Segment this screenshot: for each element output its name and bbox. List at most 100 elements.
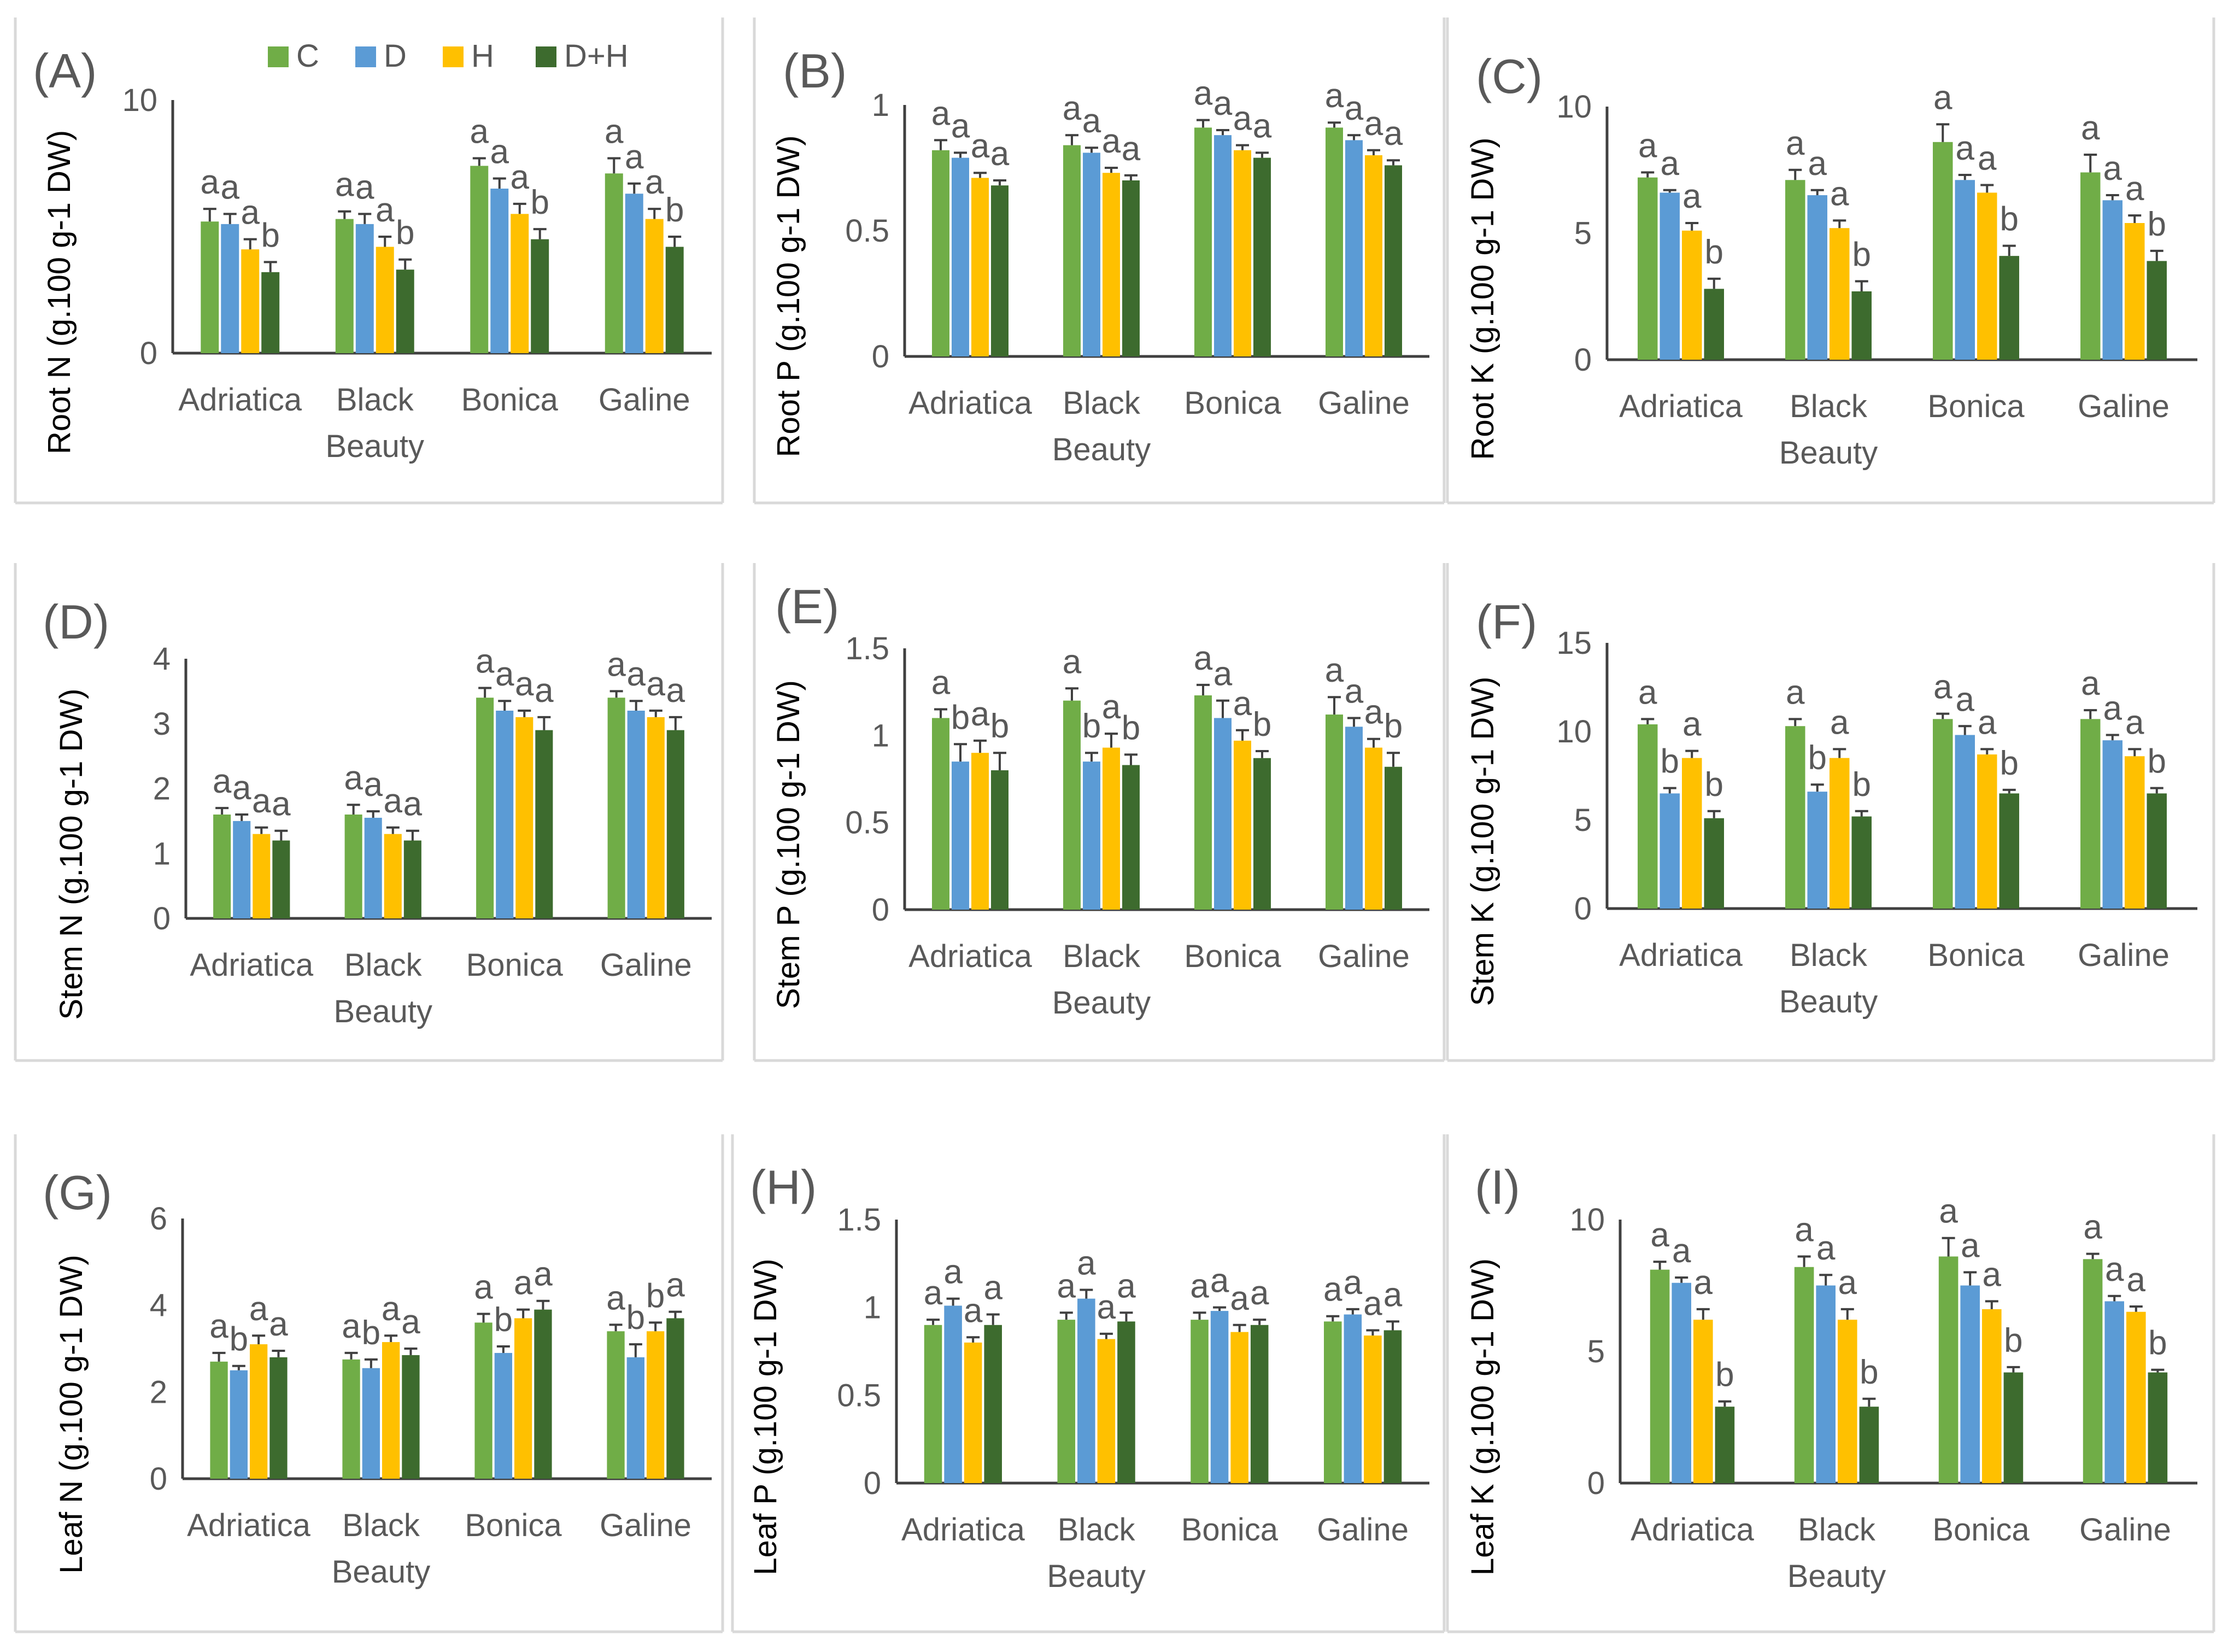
bar-H: [647, 1331, 665, 1479]
significance-letter: b: [494, 1301, 513, 1339]
significance-letter: b: [1705, 233, 1723, 271]
x-tick-label: Bonica: [1932, 1512, 2030, 1548]
bar-H: [511, 214, 529, 353]
x-tick-label: Bonica: [1927, 389, 2025, 424]
y-tick-label: 0: [150, 1461, 167, 1497]
bar-C: [1638, 177, 1658, 360]
bar-D+H: [2147, 793, 2167, 909]
x-tick-label: Beauty: [1779, 435, 1878, 471]
bar-C: [607, 1331, 625, 1479]
bar-D+H: [1999, 256, 2019, 360]
significance-letter: a: [2083, 1209, 2102, 1246]
legend-label: D: [384, 38, 407, 74]
legend-item-D+H: D+H: [536, 38, 629, 74]
bar-D+H: [2148, 1372, 2168, 1483]
y-tick-label: 1: [872, 87, 889, 123]
x-tick-label: Galine: [599, 382, 690, 418]
significance-letter: a: [252, 782, 271, 820]
significance-letter: a: [510, 159, 529, 196]
bar-H: [1234, 150, 1251, 356]
bar-C: [605, 173, 623, 353]
significance-letter: a: [1102, 122, 1121, 160]
significance-letter: a: [376, 191, 395, 229]
bar-D+H: [2003, 1372, 2024, 1483]
bar-H: [645, 219, 664, 353]
bar-D+H: [1385, 165, 1402, 356]
significance-letter: b: [2004, 1322, 2022, 1360]
bar-C: [1324, 1321, 1342, 1483]
y-tick-label: 0: [1587, 1466, 1605, 1501]
x-tick-label: Adriatica: [190, 947, 313, 983]
y-axis-title: Stem K (g.100 g-1 DW): [1465, 677, 1500, 1006]
panel-label: (I): [1475, 1160, 1520, 1214]
bar-C: [1194, 695, 1212, 910]
x-tick-label: Bonica: [1181, 1512, 1279, 1548]
y-tick-label: 0: [864, 1466, 881, 1501]
significance-letter: a: [2105, 1251, 2124, 1288]
x-tick-label: Bonica: [466, 947, 564, 983]
bar-H: [376, 247, 394, 353]
significance-letter: a: [1682, 178, 1702, 215]
x-tick-label: Black: [344, 947, 423, 983]
panel-label: (H): [750, 1160, 817, 1214]
bar-C: [1650, 1269, 1670, 1483]
x-tick-label: Black: [1063, 385, 1141, 421]
significance-letter: b: [1808, 739, 1827, 777]
bar-H: [971, 178, 989, 356]
significance-letter: a: [1661, 145, 1680, 183]
significance-letter: a: [403, 786, 423, 823]
bar-C: [1063, 145, 1081, 356]
significance-letter: a: [2125, 170, 2144, 208]
significance-letter: a: [1364, 105, 1383, 143]
bar-D+H: [269, 1357, 288, 1479]
bar-D: [221, 224, 239, 353]
bar-C: [1938, 1256, 1959, 1483]
significance-letter: a: [1344, 1264, 1363, 1302]
bar-D: [233, 821, 251, 918]
bar-D: [1807, 792, 1827, 909]
bar-H: [1682, 230, 1702, 360]
significance-letter: a: [533, 1256, 553, 1293]
bar-C: [470, 166, 489, 353]
bar-D+H: [261, 272, 280, 353]
significance-letter: b: [1661, 743, 1679, 781]
significance-letter: b: [1852, 236, 1871, 273]
x-tick-label: Bonica: [1927, 938, 2025, 973]
y-axis-title: Root K (g.100 g-1 DW): [1465, 138, 1500, 460]
significance-letter: a: [625, 138, 644, 176]
significance-letter: a: [1939, 1193, 1958, 1231]
bar-D: [2102, 740, 2122, 909]
bar-D: [944, 1305, 962, 1483]
bar-D+H: [1999, 793, 2019, 909]
significance-letter: a: [1682, 706, 1702, 743]
bar-C: [1326, 714, 1343, 910]
significance-letter: a: [249, 1290, 268, 1328]
significance-letter: a: [344, 759, 363, 797]
bar-C: [932, 718, 949, 910]
bar-C: [476, 698, 494, 918]
significance-letter: a: [495, 655, 514, 693]
bar-H: [1682, 758, 1702, 909]
bar-H: [250, 1344, 268, 1479]
significance-letter: a: [1057, 1267, 1076, 1305]
significance-letter: a: [2081, 109, 2100, 147]
significance-letter: b: [396, 214, 414, 252]
bar-H: [1365, 155, 1382, 356]
bar-D+H: [1704, 289, 1724, 360]
significance-letter: a: [1978, 704, 1997, 741]
significance-letter: a: [1194, 640, 1213, 677]
bar-D: [1660, 192, 1680, 360]
significance-letter: a: [1638, 673, 1657, 711]
bar-D+H: [2147, 261, 2167, 360]
legend-swatch: [536, 46, 556, 67]
significance-letter: a: [971, 127, 990, 165]
significance-letter: a: [1961, 1227, 1980, 1264]
significance-letter: a: [990, 135, 1010, 173]
significance-letter: a: [382, 1290, 401, 1328]
significance-letter: a: [1253, 107, 1272, 145]
y-tick-label: 0: [140, 336, 157, 371]
bar-H: [1365, 747, 1382, 910]
significance-letter: b: [2148, 206, 2166, 243]
bar-D: [1214, 135, 1232, 356]
bar-D+H: [403, 840, 421, 918]
